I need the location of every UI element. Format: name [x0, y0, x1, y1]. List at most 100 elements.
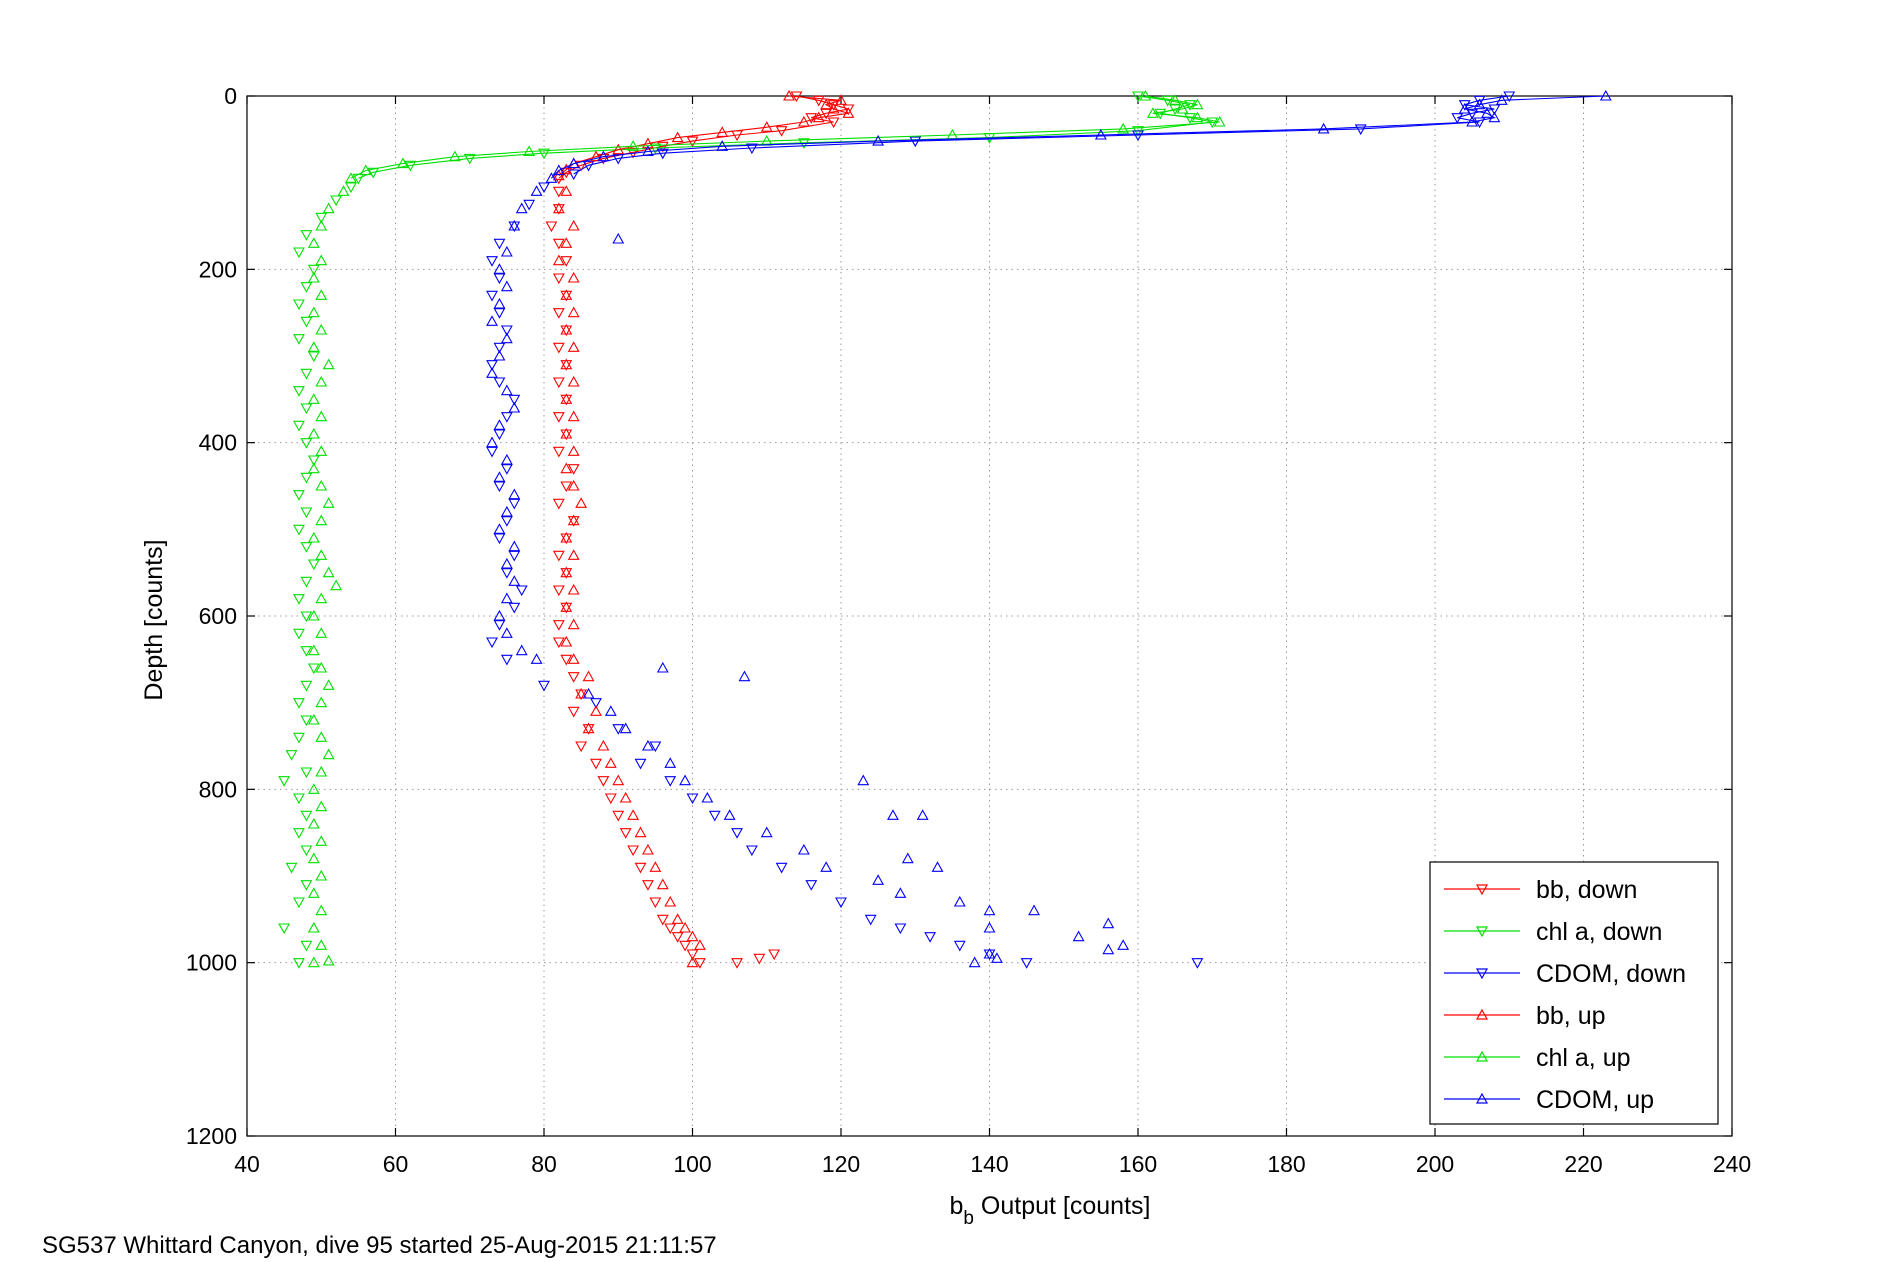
data-point: [307, 237, 320, 248]
data-point: [872, 134, 885, 146]
x-axis-label-main: b: [950, 1192, 964, 1220]
data-point: [500, 245, 513, 257]
data-point: [307, 351, 320, 363]
data-point: [500, 464, 513, 475]
data-point: [322, 566, 335, 578]
data-point: [300, 316, 313, 328]
data-point: [582, 160, 595, 172]
data-point: [560, 427, 573, 439]
data-point: [820, 108, 833, 120]
data-point: [760, 121, 773, 132]
data-point: [627, 809, 640, 820]
data-point: [797, 115, 810, 127]
data-point: [1169, 94, 1182, 105]
legend-entry-label: CDOM, up: [1536, 1086, 1654, 1114]
x-axis-label-subscript: b: [963, 1208, 974, 1229]
x-axis-label-rest: Output [counts]: [974, 1192, 1151, 1220]
data-point: [300, 507, 313, 519]
data-point: [723, 809, 736, 820]
data-point: [530, 653, 543, 664]
data-point: [931, 861, 944, 872]
data-point: [716, 140, 729, 151]
data-point: [1213, 115, 1226, 127]
data-point: [567, 271, 580, 283]
data-point: [322, 679, 335, 690]
data-point: [567, 157, 580, 169]
data-point: [590, 758, 602, 770]
data-point: [968, 956, 981, 968]
x-tick-label: 220: [1564, 1151, 1602, 1177]
data-point: [612, 153, 625, 165]
data-point: [552, 254, 565, 266]
data-point: [567, 445, 580, 456]
data-point: [656, 878, 669, 890]
series-line: [358, 95, 1213, 179]
data-point: [894, 923, 907, 935]
data-point: [278, 923, 291, 935]
data-point: [552, 637, 565, 649]
y-tick-label: 400: [199, 430, 237, 456]
data-point: [1117, 122, 1130, 134]
data-point: [1184, 100, 1196, 111]
data-point: [315, 514, 328, 526]
data-point: [857, 774, 870, 786]
data-point: [582, 722, 595, 734]
data-point: [300, 438, 313, 449]
data-point: [300, 368, 313, 380]
data-point: [805, 113, 818, 124]
data-point: [835, 897, 847, 909]
data-point: [315, 254, 328, 266]
data-point: [293, 420, 305, 432]
data-point: [315, 592, 328, 604]
data-point: [552, 186, 565, 198]
data-point: [597, 739, 610, 751]
data-point: [500, 654, 513, 666]
data-point: [560, 323, 573, 335]
data-point: [827, 102, 840, 114]
data-point: [293, 524, 305, 536]
data-point: [1028, 904, 1040, 916]
data-point: [560, 358, 573, 370]
data-point: [567, 618, 580, 630]
data-point: [567, 410, 580, 422]
data-point: [293, 793, 305, 805]
data-point: [612, 774, 625, 786]
data-point: [575, 497, 588, 508]
data-point: [567, 549, 580, 560]
data-point: [307, 271, 320, 283]
data-point: [560, 289, 573, 300]
data-point: [567, 341, 580, 352]
data-point: [567, 583, 580, 595]
data-point: [835, 94, 847, 105]
data-point: [805, 880, 818, 891]
data-point: [567, 169, 580, 181]
figure-footer-caption: SG537 Whittard Canyon, dive 95 started 2…: [42, 1232, 717, 1259]
data-point: [909, 136, 922, 148]
data-point: [493, 533, 506, 545]
data-point: [575, 741, 588, 753]
data-point: [612, 810, 625, 822]
data-point: [745, 143, 758, 155]
data-point: [590, 698, 602, 709]
data-point: [1466, 108, 1479, 120]
data-point: [300, 230, 313, 241]
data-point: [1488, 104, 1501, 116]
data-point: [575, 687, 588, 699]
data-point: [731, 828, 743, 839]
data-point: [567, 514, 580, 526]
data-point: [500, 568, 513, 579]
data-point: [330, 579, 343, 591]
data-point: [560, 462, 573, 474]
data-point: [887, 809, 899, 820]
data-point: [493, 349, 506, 361]
data-point: [322, 358, 335, 370]
data-point: [612, 232, 625, 244]
data-point: [508, 550, 521, 562]
data-point: [500, 384, 513, 396]
data-point: [634, 862, 647, 874]
data-point: [493, 429, 506, 441]
data-point: [634, 758, 647, 770]
data-point: [530, 185, 543, 196]
data-point: [307, 921, 320, 933]
data-point: [552, 446, 565, 458]
